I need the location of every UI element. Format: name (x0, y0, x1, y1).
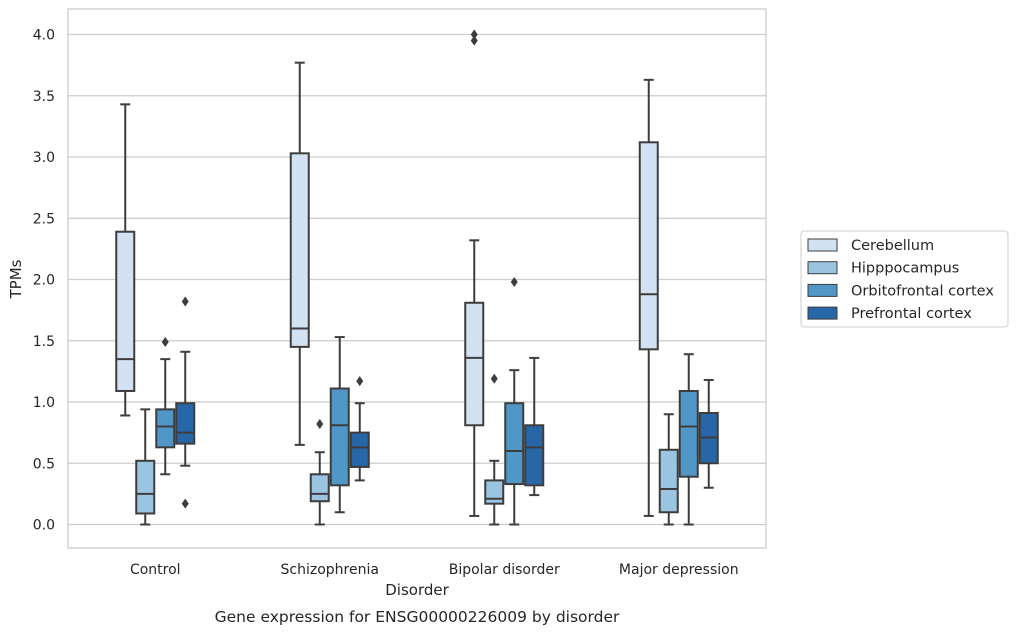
legend-label: Prefrontal cortex (851, 306, 972, 322)
box-3-2 (678, 353, 699, 526)
outlier-point (510, 276, 518, 287)
y-tick-label: 4.0 (33, 28, 55, 44)
legend-label: Hipppocampus (851, 261, 959, 277)
x-tick-label: Control (130, 562, 181, 578)
y-tick-label: 0.0 (33, 518, 55, 534)
box-body (115, 230, 136, 392)
box-3-3 (698, 378, 719, 489)
box-2-0 (464, 29, 485, 517)
legend-label: Cerebellum (851, 238, 934, 254)
box-0-0 (115, 103, 136, 417)
box-3-1 (658, 413, 679, 526)
box-body (658, 448, 679, 514)
box-1-2 (329, 336, 350, 514)
box-body (504, 402, 525, 486)
box-1-1 (309, 419, 330, 526)
box-0-1 (135, 408, 156, 526)
y-tick-label: 2.0 (33, 273, 55, 289)
box-body (638, 141, 659, 351)
boxes (115, 29, 719, 526)
y-tick-label: 3.5 (33, 89, 55, 105)
legend: Cerebellum Hipppocampus Orbitofrontal cort… (800, 230, 1009, 328)
box-body (155, 408, 176, 449)
y-axis-label: TPMs (7, 259, 25, 299)
y-tick-label: 1.0 (33, 395, 55, 411)
legend-frame (800, 230, 1009, 328)
box-1-3 (349, 376, 370, 482)
box-body (464, 301, 485, 427)
box-2-2 (504, 276, 525, 526)
box-body (135, 459, 156, 515)
box-3-0 (638, 78, 659, 517)
outlier-point (470, 29, 478, 40)
x-tick-label: Bipolar disorder (449, 562, 560, 578)
y-tick-label: 3.0 (33, 150, 55, 166)
box-0-3 (175, 296, 196, 509)
box-body (289, 152, 310, 348)
legend-label: Orbitofrontal cortex (851, 283, 994, 299)
box-body (349, 431, 370, 468)
x-tick-label: Schizophrenia (281, 562, 379, 578)
box-2-3 (524, 356, 545, 497)
x-axis-label: Disorder (385, 581, 449, 599)
box-body (309, 473, 330, 503)
y-tick-label: 1.5 (33, 334, 55, 350)
x-tick-label: Major depression (619, 562, 739, 578)
y-tick-labels: 0.0 0.5 1.0 1.5 2.0 2.5 3.0 3.5 4.0 (33, 28, 55, 534)
outlier-point (356, 376, 364, 387)
box-1-0 (289, 61, 310, 446)
box-body (175, 402, 196, 445)
box-0-2 (155, 336, 176, 476)
legend-swatch (807, 261, 838, 275)
box-body (484, 479, 505, 505)
box-body (678, 389, 699, 478)
outlier-point (161, 336, 169, 347)
outlier-point (470, 35, 478, 46)
plot-frame (67, 8, 767, 549)
box-body (524, 424, 545, 487)
outlier-point (181, 296, 189, 307)
outlier-point (181, 498, 189, 509)
legend-swatch (807, 306, 838, 320)
legend-swatch (807, 283, 838, 297)
box-2-1 (484, 373, 505, 526)
outlier-point (490, 373, 498, 384)
x-tick-labels: Control Schizophrenia Bipolar disorder Majo… (130, 562, 739, 578)
legend-swatch (807, 238, 838, 252)
box-body (329, 387, 350, 487)
outlier-point (316, 419, 324, 430)
y-tick-label: 0.5 (33, 456, 55, 472)
y-tick-label: 2.5 (33, 211, 55, 227)
chart-caption: Gene expression for ENSG00000226009 by d… (215, 608, 620, 626)
